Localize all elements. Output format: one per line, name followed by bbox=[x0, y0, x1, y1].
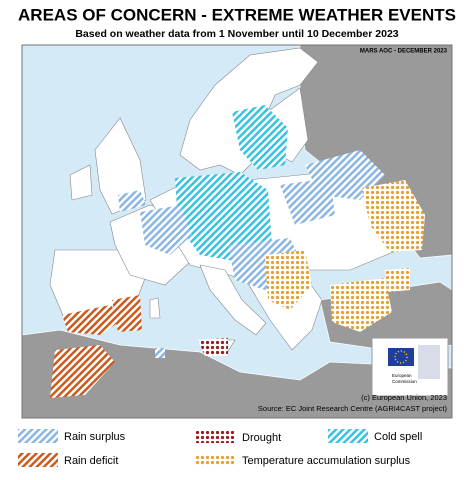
copyright: (c) European Union, 2023 bbox=[361, 393, 447, 402]
logo-text: Commission bbox=[392, 379, 417, 384]
legend-label: Rain deficit bbox=[64, 455, 118, 467]
legend-swatch bbox=[18, 429, 58, 443]
source: Source: EC Joint Research Centre (AGRI4C… bbox=[258, 404, 448, 413]
legend-swatch bbox=[328, 429, 368, 443]
map-stamp: MARS AOC - DECEMBER 2023 bbox=[360, 49, 448, 55]
legend-label: Cold spell bbox=[374, 431, 422, 443]
subtitle: Based on weather data from 1 November un… bbox=[75, 28, 398, 40]
legend-swatch bbox=[196, 454, 234, 466]
logo: European Commission bbox=[371, 337, 449, 397]
legend-swatch bbox=[18, 453, 58, 467]
legend: Rain surplus Drought Cold spell Rain def… bbox=[18, 429, 422, 467]
legend-label: Rain surplus bbox=[64, 431, 126, 443]
legend-label: Drought bbox=[242, 432, 281, 444]
legend-swatch bbox=[196, 431, 234, 443]
title: AREAS OF CONCERN - EXTREME WEATHER EVENT… bbox=[18, 5, 456, 24]
logo-text: European bbox=[392, 373, 412, 378]
legend-label: Temperature accumulation surplus bbox=[242, 455, 411, 467]
map bbox=[22, 45, 452, 418]
